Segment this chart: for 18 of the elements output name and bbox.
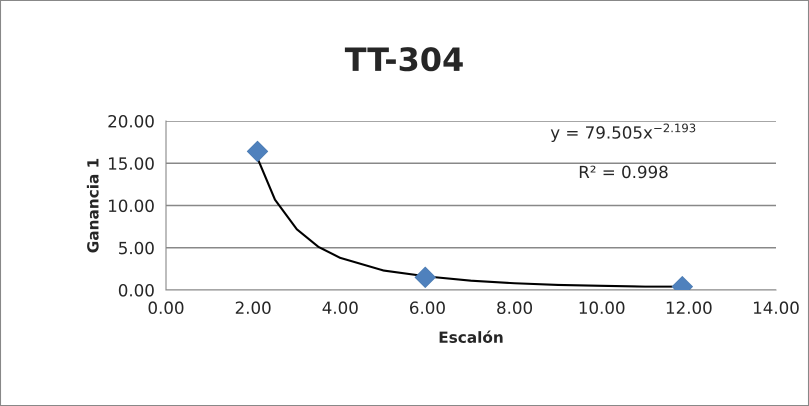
x-tick-label: 10.00 bbox=[580, 301, 624, 314]
x-tick-label: 8.00 bbox=[497, 301, 532, 314]
x-tick-label: 6.00 bbox=[410, 301, 445, 314]
y-tick-label: 15.00 bbox=[109, 157, 154, 170]
x-tick-label: 14.00 bbox=[754, 301, 799, 314]
x-axis-title: Escalón bbox=[440, 330, 503, 343]
y-axis-title: Ganancia 1 bbox=[86, 158, 99, 252]
y-tick-label: 20.00 bbox=[108, 114, 154, 128]
y-tick-label: 10.00 bbox=[109, 199, 154, 212]
y-tick-label: 0.00 bbox=[118, 284, 154, 297]
x-tick-label: 0.00 bbox=[148, 301, 184, 314]
x-tick-label: 12.00 bbox=[666, 301, 712, 314]
annotation: y = 79.505x$^{−2.193}$ bbox=[550, 123, 696, 142]
annotation: R² = 0.998 bbox=[580, 166, 668, 178]
y-tick-label: 5.00 bbox=[119, 242, 154, 254]
chart-title: TT-304 bbox=[344, 47, 463, 72]
x-tick-label: 2.00 bbox=[236, 301, 271, 314]
x-tick-label: 4.00 bbox=[322, 301, 358, 314]
